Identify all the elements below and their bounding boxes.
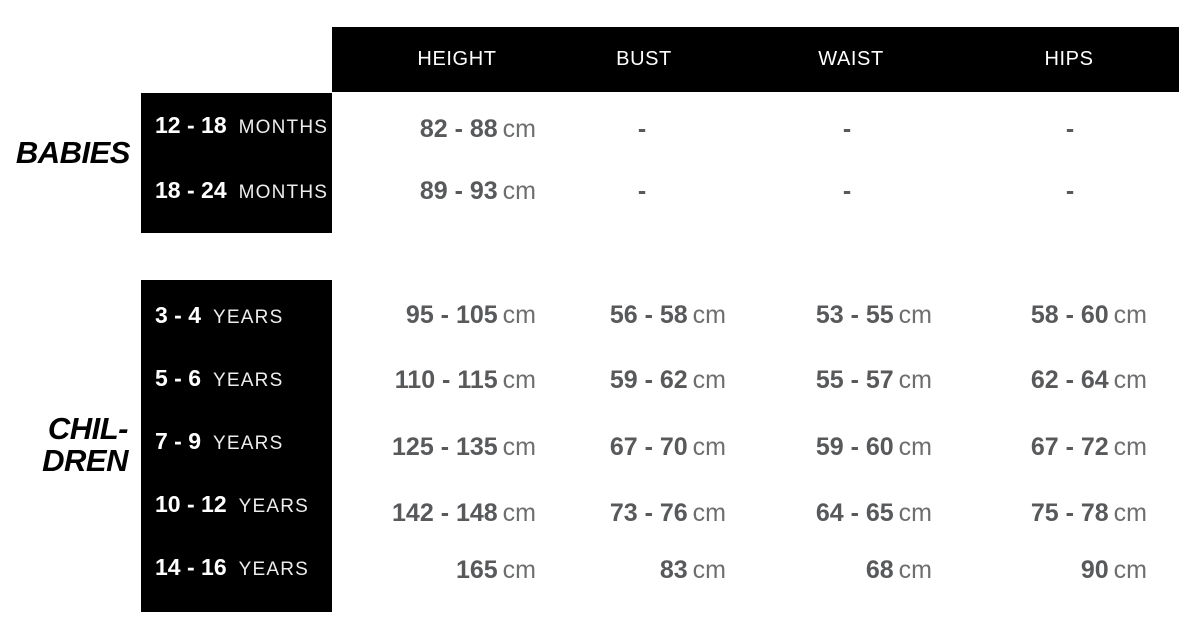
section-label-babies: BABIES [15,135,131,170]
table-row: 125 - 135 cm 67 - 70 cm 59 - 60 cm 67 - 72 c… [332,430,1180,464]
hips-value-empty: - [1065,177,1075,205]
age-unit-label: MONTHS [238,117,329,138]
age-row-14-16-years: 14 - 16 YEARS [155,550,309,584]
waist-value: 68 cm [865,556,932,584]
column-header-hips: HIPS [1044,48,1094,70]
age-range: 12 - 18 [155,112,227,138]
age-unit-label: YEARS [238,496,310,517]
height-value: 89 - 93 cm [419,177,536,205]
section-label-children-line1: CHIL- [47,411,129,446]
hips-value-empty: - [1065,115,1075,143]
waist-value: 53 - 55 cm [815,301,932,329]
measurement-header-bar: HEIGHT BUST WAIST HIPS [332,27,1179,92]
height-value: 142 - 148 cm [392,499,536,527]
bust-value: 83 cm [659,556,726,584]
hips-value: 75 - 78 cm [1030,499,1147,527]
age-unit-label: YEARS [213,370,284,391]
age-range: 18 - 24 [155,177,227,203]
waist-value-empty: - [842,177,852,205]
height-value: 82 - 88 cm [419,115,536,143]
table-row: 142 - 148 cm 73 - 76 cm 64 - 65 cm 75 - 78 c… [332,496,1180,530]
section-label-children: CHIL- DREN [0,413,128,477]
age-row-5-6-years: 5 - 6 YEARS [155,361,283,395]
table-row: 89 - 93 cm - - - [332,174,1180,208]
age-row-7-9-years: 7 - 9 YEARS [155,424,283,458]
age-row-10-12-years: 10 - 12 YEARS [155,487,309,521]
age-unit-label: MONTHS [238,182,329,203]
table-row: 165 cm 83 cm 68 cm 90 cm [332,553,1180,587]
hips-value: 67 - 72 cm [1030,433,1147,461]
age-unit-label: YEARS [213,433,284,454]
height-value: 165 cm [455,556,536,584]
column-header-bust: BUST [616,48,672,70]
children-age-box: 3 - 4 YEARS 5 - 6 YEARS 7 - 9 YEARS 10 - 12… [141,280,332,612]
age-range: 14 - 16 [155,554,227,580]
waist-value: 59 - 60 cm [815,433,932,461]
table-row: 95 - 105 cm 56 - 58 cm 53 - 55 cm 58 - 60 cm [332,298,1180,332]
age-row-3-4-years: 3 - 4 YEARS [155,298,283,332]
section-label-children-line2: DREN [42,443,128,478]
hips-value: 62 - 64 cm [1030,366,1147,394]
waist-value-empty: - [842,115,852,143]
height-value: 110 - 115 cm [394,366,536,394]
bust-value: 73 - 76 cm [609,499,726,527]
height-value: 95 - 105 cm [405,301,536,329]
bust-value-empty: - [637,177,647,205]
age-row-18-24-months: 18 - 24 MONTHS [155,173,328,207]
babies-age-box: 12 - 18 MONTHS 18 - 24 MONTHS [141,93,332,233]
age-range: 3 - 4 [155,302,202,328]
table-row: 110 - 115 cm 59 - 62 cm 55 - 57 cm 62 - 64 c… [332,363,1180,397]
waist-value: 55 - 57 cm [815,366,932,394]
age-row-12-18-months: 12 - 18 MONTHS [155,108,328,142]
age-range: 5 - 6 [155,365,202,391]
bust-value: 67 - 70 cm [609,433,726,461]
table-row: 82 - 88 cm - - - [332,112,1180,146]
bust-value: 59 - 62 cm [609,366,726,394]
column-header-height: HEIGHT [417,48,497,70]
age-range: 7 - 9 [155,428,202,454]
bust-value-empty: - [637,115,647,143]
hips-value: 90 cm [1080,556,1147,584]
height-value: 125 - 135 cm [392,433,536,461]
age-range: 10 - 12 [155,491,227,517]
hips-value: 58 - 60 cm [1030,301,1147,329]
column-header-waist: WAIST [818,48,884,70]
age-unit-label: YEARS [213,307,284,328]
waist-value: 64 - 65 cm [815,499,932,527]
age-unit-label: YEARS [238,559,310,580]
bust-value: 56 - 58 cm [609,301,726,329]
